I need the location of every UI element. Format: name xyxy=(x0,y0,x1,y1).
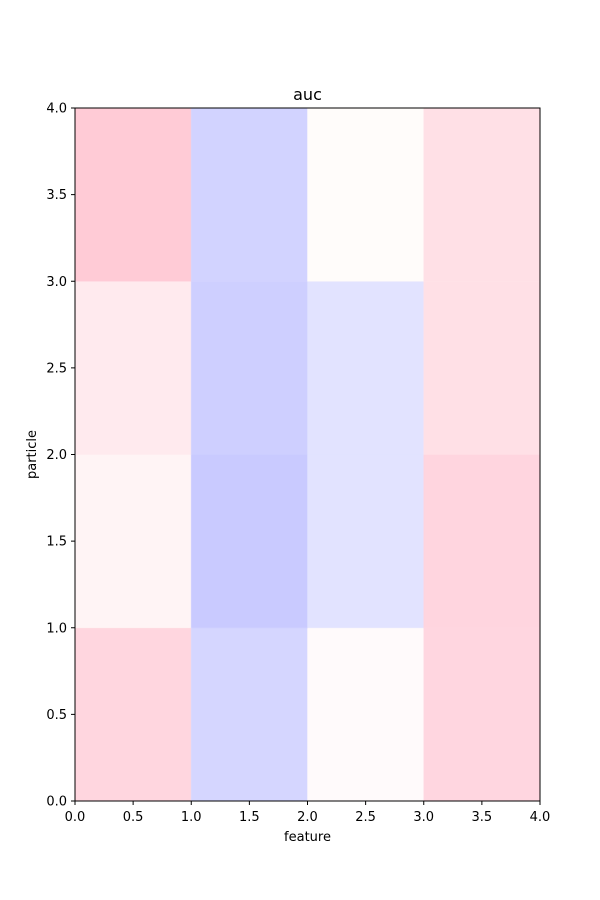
x-tick-label: 3.0 xyxy=(413,810,434,825)
heatmap-cell xyxy=(190,107,308,282)
heatmap-cell xyxy=(423,627,541,802)
chart-title: auc xyxy=(293,85,322,104)
heatmap-cell xyxy=(74,280,192,455)
x-tick-label: 0.0 xyxy=(65,810,86,825)
y-tick-label: 1.5 xyxy=(46,535,67,550)
y-tick-label: 0.5 xyxy=(46,708,67,723)
y-tick-label: 1.0 xyxy=(46,621,67,636)
x-tick-label: 3.5 xyxy=(472,810,493,825)
heatmap-cell xyxy=(190,454,308,629)
heatmap-cell xyxy=(307,627,425,802)
heatmap-cell xyxy=(307,107,425,282)
heatmap-cell xyxy=(190,627,308,802)
x-tick-label: 2.5 xyxy=(355,810,376,825)
x-tick-label: 1.0 xyxy=(181,810,202,825)
y-tick-label: 0.0 xyxy=(46,795,67,810)
x-tick-label: 1.5 xyxy=(239,810,260,825)
y-axis: 0.0 0.5 1.0 1.5 2.0 2.5 3.0 3.5 4.0 xyxy=(46,102,75,810)
heatmap-cell xyxy=(423,280,541,455)
y-axis-label: particle xyxy=(25,430,40,479)
heatmap-cell xyxy=(423,107,541,282)
heatmap-cell xyxy=(190,280,308,455)
y-tick-label: 2.0 xyxy=(46,448,67,463)
x-axis: 0.0 0.5 1.0 1.5 2.0 2.5 3.0 3.5 4.0 xyxy=(65,801,551,825)
heatmap-cell xyxy=(74,107,192,282)
y-tick-label: 3.5 xyxy=(46,188,67,203)
heatmap-cell xyxy=(307,454,425,629)
y-tick-label: 3.0 xyxy=(46,275,67,290)
heatmap-cell xyxy=(74,454,192,629)
heatmap-cell xyxy=(74,627,192,802)
x-tick-label: 2.0 xyxy=(297,810,318,825)
y-tick-label: 2.5 xyxy=(46,361,67,376)
x-tick-label: 4.0 xyxy=(530,810,551,825)
x-tick-label: 0.5 xyxy=(123,810,144,825)
heatmap-cell xyxy=(307,280,425,455)
heatmap-cell xyxy=(423,454,541,629)
x-axis-label: feature xyxy=(284,830,331,845)
heatmap-cells xyxy=(74,107,541,802)
y-tick-label: 4.0 xyxy=(46,102,67,117)
